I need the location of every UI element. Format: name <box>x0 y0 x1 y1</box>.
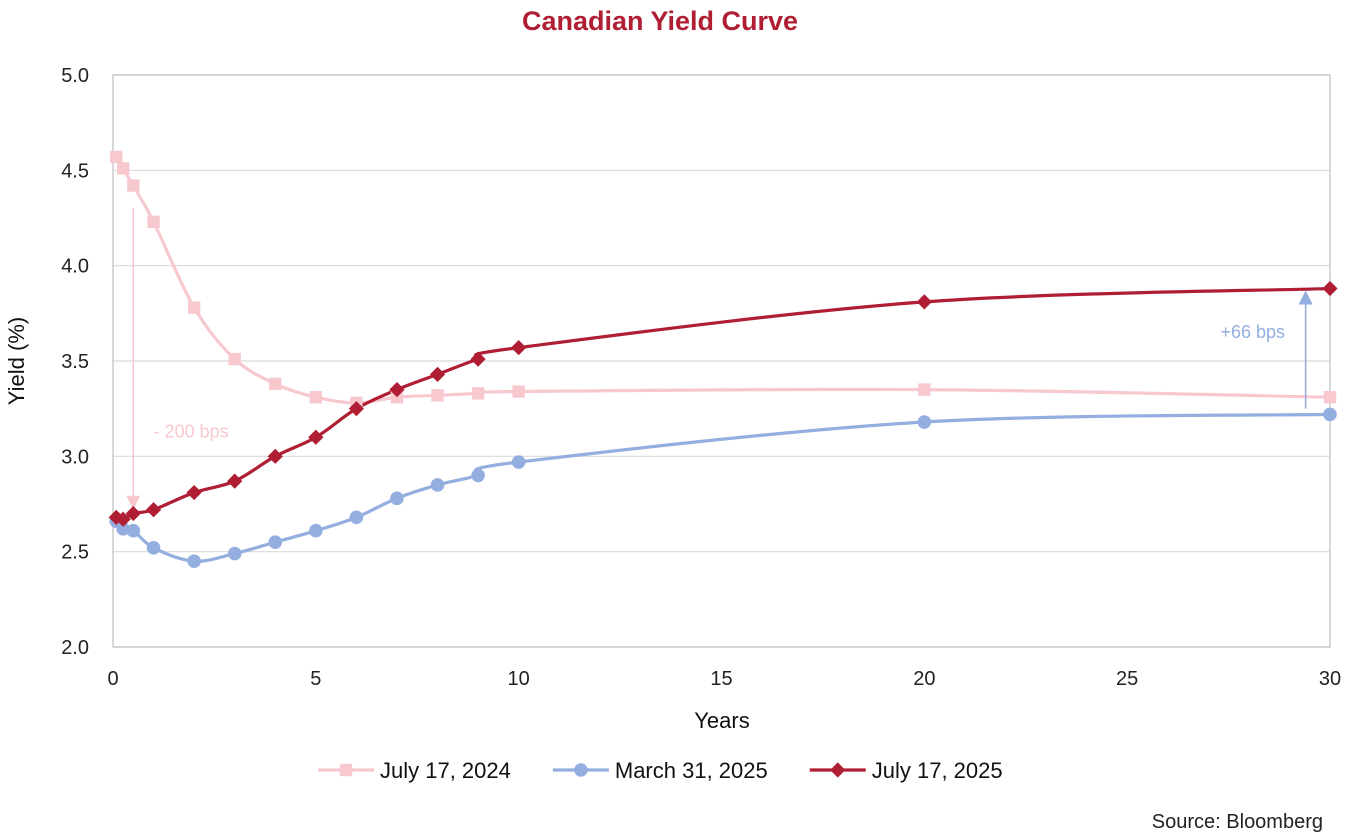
data-point <box>228 352 241 366</box>
plot-area-frame <box>112 74 1331 648</box>
x-tick-label: 25 <box>1116 668 1138 690</box>
series-line-2 <box>115 412 1331 563</box>
data-point <box>309 523 323 538</box>
series-lines <box>114 156 1331 563</box>
data-point <box>389 382 405 398</box>
y-tick-label: 4.5 <box>61 160 89 182</box>
x-tick-label: 15 <box>710 668 732 690</box>
data-point <box>390 491 404 506</box>
annotation-arrow-head <box>126 495 141 510</box>
data-point <box>1322 280 1338 297</box>
data-point <box>267 448 283 464</box>
data-point <box>348 401 364 417</box>
data-point <box>309 391 323 404</box>
y-tick-label: 3.5 <box>61 351 89 373</box>
x-tick-label: 20 <box>913 668 935 690</box>
data-point <box>429 366 446 382</box>
data-point <box>918 383 931 396</box>
chart-title: Canadian Yield Curve <box>522 6 798 36</box>
data-point <box>471 387 485 400</box>
series-markers-2 <box>109 407 1337 568</box>
y-tick-label: 4.0 <box>61 256 89 278</box>
legend-label: March 31, 2025 <box>615 758 768 783</box>
data-point <box>308 429 324 445</box>
data-point <box>147 215 160 229</box>
series-markers-1 <box>110 150 1337 410</box>
series-line-1 <box>114 156 1331 405</box>
y-tick-label: 2.5 <box>61 542 89 564</box>
y-axis-ticks: 2.0 2.5 3.0 3.5 4.0 4.5 5.0 <box>61 65 89 659</box>
x-tick-label: 30 <box>1319 668 1341 690</box>
data-point <box>227 546 242 561</box>
data-point <box>227 473 243 489</box>
data-point <box>145 502 162 518</box>
x-axis-title: Years <box>694 708 749 733</box>
x-tick-label: 0 <box>107 668 118 690</box>
data-point <box>512 385 525 398</box>
series-markers <box>108 150 1338 568</box>
y-tick-label: 2.0 <box>61 637 89 659</box>
data-point <box>126 523 141 538</box>
data-point <box>1323 407 1337 422</box>
data-point <box>916 294 932 310</box>
legend-item: March 31, 2025 <box>552 758 768 783</box>
data-point <box>471 468 485 483</box>
legend-label: July 17, 2025 <box>872 758 1003 783</box>
x-tick-label: 10 <box>508 668 530 690</box>
data-point <box>390 391 404 404</box>
annotation-label: - 200 bps <box>154 421 229 441</box>
annotation-arrow-head <box>1298 290 1313 305</box>
y-tick-label: 3.0 <box>61 446 89 468</box>
legend-marker <box>339 763 353 777</box>
annotations: - 200 bps +66 bps <box>126 208 1313 510</box>
data-point <box>470 351 486 367</box>
legend-item: July 17, 2025 <box>809 758 1003 783</box>
data-point <box>430 478 445 492</box>
x-tick-label: 5 <box>310 668 321 690</box>
annotation-label: +66 bps <box>1220 322 1285 342</box>
legend-item: July 17, 2024 <box>318 758 511 783</box>
data-point <box>511 455 526 469</box>
source-note: Source: Bloomberg <box>1152 811 1323 833</box>
data-point <box>511 340 527 356</box>
data-point <box>187 554 201 568</box>
data-point <box>116 162 130 175</box>
data-point <box>917 415 932 429</box>
data-point <box>349 510 364 525</box>
data-point <box>127 179 140 192</box>
legend-marker <box>574 763 588 777</box>
data-point <box>146 541 161 555</box>
x-axis-ticks: 0 5 10 15 20 25 30 <box>107 668 1341 690</box>
series-markers-3 <box>108 280 1338 527</box>
gridlines <box>113 74 1330 648</box>
legend-label: July 17, 2024 <box>380 758 511 783</box>
data-point <box>116 521 130 536</box>
data-point <box>431 389 444 402</box>
data-point <box>186 484 202 501</box>
data-point <box>1323 391 1337 404</box>
series-line-3 <box>115 286 1331 521</box>
data-point <box>125 505 141 522</box>
data-point <box>187 301 201 314</box>
legend-marker <box>830 762 846 778</box>
y-axis-title: Yield (%) <box>4 317 29 405</box>
data-point <box>110 150 123 164</box>
data-point <box>269 377 282 391</box>
data-point <box>268 535 283 549</box>
legend: July 17, 2024 March 31, 2025 July 17, 2025 <box>318 758 1003 783</box>
y-tick-label: 5.0 <box>61 65 89 87</box>
data-point <box>115 511 131 527</box>
